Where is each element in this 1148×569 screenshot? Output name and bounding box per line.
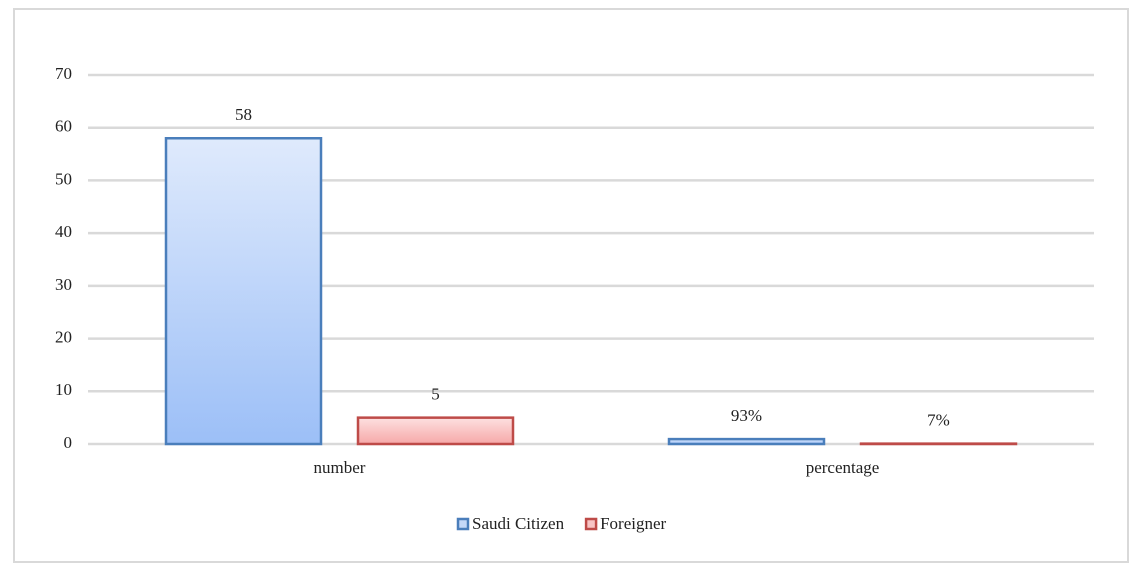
value-label: 5 (431, 385, 440, 404)
x-tick-label: percentage (806, 458, 880, 477)
y-tick-label: 50 (55, 169, 72, 188)
bar (356, 416, 515, 446)
bar (667, 437, 826, 446)
y-tick-label: 70 (55, 64, 72, 83)
bar (164, 137, 323, 446)
value-label: 93% (731, 406, 762, 425)
y-tick-label: 60 (55, 117, 72, 136)
y-tick-label: 10 (55, 380, 72, 399)
legend-swatch (456, 517, 470, 531)
value-label: 58 (235, 105, 252, 124)
value-label: 7% (927, 411, 950, 430)
legend-label: Saudi Citizen (472, 514, 565, 533)
y-tick-label: 0 (64, 433, 73, 452)
legend-swatch (584, 517, 598, 531)
x-tick-label: number (314, 458, 366, 477)
legend-label: Foreigner (600, 514, 666, 533)
y-tick-label: 20 (55, 327, 72, 346)
y-tick-label: 40 (55, 222, 72, 241)
y-tick-label: 30 (55, 275, 72, 294)
